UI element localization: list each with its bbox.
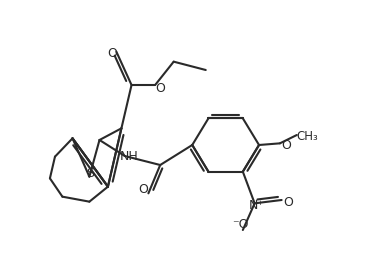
Text: N⁺: N⁺ [249,199,265,212]
Text: O: O [138,183,148,196]
Text: CH₃: CH₃ [296,130,318,143]
Text: O: O [108,47,117,60]
Text: ⁻O: ⁻O [233,219,249,232]
Text: O: O [284,196,293,210]
Text: O: O [281,139,291,152]
Text: O: O [155,82,165,95]
Text: NH: NH [119,150,138,163]
Text: S: S [86,167,94,180]
